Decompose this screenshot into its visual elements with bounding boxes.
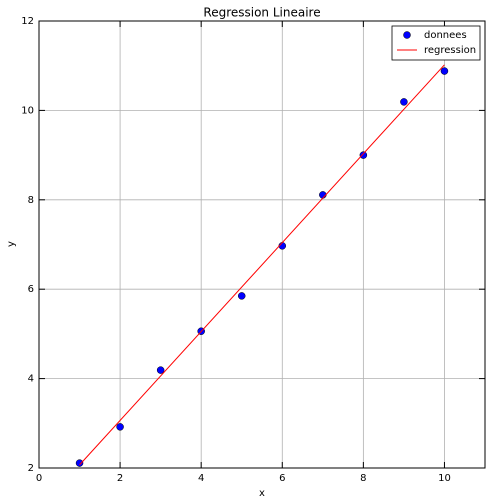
data-point [75,459,84,467]
x-tick-label: 4 [198,473,204,484]
data-point [400,98,408,106]
data-point [237,292,246,300]
legend-marker [403,31,411,39]
plot-frame [38,20,486,469]
x-axis-label: x [259,488,265,499]
data-point [116,423,124,431]
regression-line [79,64,445,466]
y-tick-label: 10 [21,105,34,116]
legend-label: regression [424,45,476,56]
x-tick-label: 10 [438,473,451,484]
chart-title: Regression Lineaire [203,6,320,20]
y-tick-label: 2 [28,463,34,474]
data-point [440,67,449,75]
y-axis-label: y [6,241,17,247]
legend: donnees regression [391,25,481,61]
legend-label: donnees [424,30,467,41]
y-tick-label: 4 [28,374,34,385]
x-tick-label: 8 [360,473,366,484]
x-tick-label: 6 [279,473,285,484]
x-tick-label: 0 [36,473,42,484]
data-point [156,366,165,374]
y-tick-label: 8 [28,195,34,206]
x-tick-label: 2 [117,473,123,484]
y-tick-label: 12 [21,16,34,27]
y-tick-label: 6 [28,284,34,295]
data-point [359,151,368,159]
